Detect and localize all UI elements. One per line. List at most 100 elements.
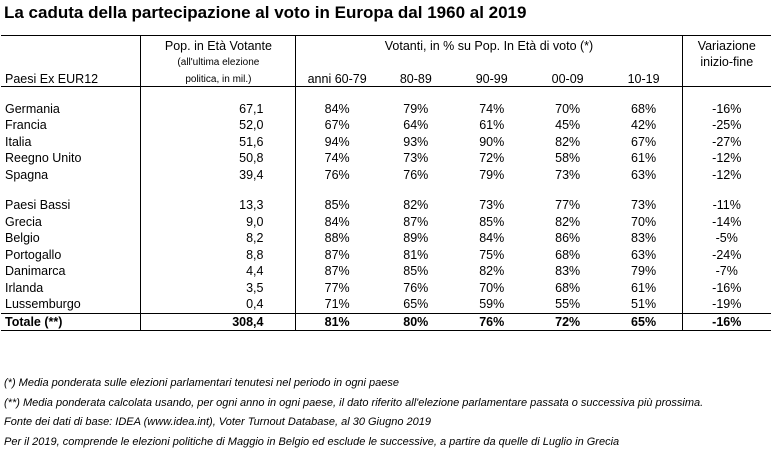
turnout-cell: 93%	[403, 134, 429, 149]
turnout-cell: 64%	[403, 118, 429, 133]
turnout-cell: 81%	[403, 247, 429, 262]
population-cell: 39,4	[140, 166, 297, 183]
country-cell: Totale (**)	[1, 313, 141, 331]
turnout-cell: 45%	[555, 118, 581, 133]
population-cell: 13,3	[140, 197, 297, 214]
country-cell: Paesi Bassi	[5, 198, 71, 213]
decade-header: 00-09	[529, 69, 606, 87]
turnout-cell: 82%	[555, 214, 581, 229]
turnout-cell: 51%	[605, 296, 683, 314]
table-row: Belgio 8,2 88% 89% 84% 86% 83% -5%	[1, 230, 771, 247]
table-row: Irlanda 3,5 77% 76% 70% 68% 61% -16%	[1, 279, 771, 296]
pop-header: Pop. in Età Votante	[140, 35, 297, 53]
turnout-cell: 77%	[555, 198, 581, 213]
turnout-cell: 74%	[479, 101, 505, 116]
country-cell: Grecia	[5, 214, 42, 229]
turnout-cell: 70%	[479, 280, 505, 295]
country-cell: Reegno Unito	[5, 151, 82, 166]
turnout-group-header: Votanti, in % su Pop. In Età di voto (*)	[295, 35, 683, 53]
footnote: (*) Media ponderata sulle elezioni parla…	[4, 377, 400, 389]
country-header: Paesi Ex EUR12	[1, 69, 141, 87]
population-cell: 67,1	[140, 100, 297, 117]
turnout-cell: 58%	[555, 151, 581, 166]
turnout-table: Pop. in Età Votante Votanti, in % su Pop…	[1, 35, 771, 331]
turnout-cell: 84%	[324, 214, 350, 229]
table-row: Reegno Unito 50,8 74% 73% 72% 58% 61% -12%	[1, 150, 771, 167]
turnout-cell: 90%	[479, 134, 505, 149]
country-cell: Italia	[5, 134, 32, 149]
turnout-cell: 89%	[403, 231, 429, 246]
turnout-cell: 82%	[555, 134, 581, 149]
table-row: Portogallo 8,8 87% 81% 75% 68% 63% -24%	[1, 246, 771, 263]
table-row: Italia 51,6 94% 93% 90% 82% 67% -27%	[1, 133, 771, 150]
variation-cell: -7%	[681, 263, 771, 280]
population-cell: 0,4	[140, 296, 297, 314]
population-cell: 3,5	[140, 279, 297, 296]
table-row: Danimarca 4,4 87% 85% 82% 83% 79% -7%	[1, 263, 771, 280]
turnout-cell: 76%	[403, 280, 429, 295]
table-row: Grecia 9,0 84% 87% 85% 82% 70% -14%	[1, 213, 771, 230]
turnout-cell: 73%	[403, 151, 429, 166]
population-cell: 52,0	[140, 117, 297, 134]
footnote: (**) Media ponderata calcolata usando, p…	[4, 396, 704, 409]
turnout-cell: 82%	[403, 198, 429, 213]
variation-cell: -27%	[681, 133, 771, 150]
variation-cell: -16%	[681, 279, 771, 296]
page-title: La caduta della partecipazione al voto i…	[4, 3, 527, 22]
turnout-cell: 86%	[555, 231, 581, 246]
turnout-cell: 72%	[529, 313, 606, 331]
country-cell: Belgio	[5, 231, 40, 246]
table-row: Francia 52,0 67% 64% 61% 45% 42% -25%	[1, 117, 771, 134]
turnout-cell: 65%	[605, 313, 683, 331]
population-cell: 50,8	[140, 150, 297, 167]
turnout-cell: 88%	[324, 231, 350, 246]
turnout-cell: 72%	[479, 151, 505, 166]
variation-cell: -14%	[681, 213, 771, 230]
turnout-cell: 87%	[403, 214, 429, 229]
turnout-cell: 73%	[555, 167, 581, 182]
country-cell: Spagna	[5, 167, 49, 182]
turnout-cell: 75%	[479, 247, 505, 262]
turnout-cell: 67%	[631, 134, 657, 149]
footnotes: (*) Media ponderata sulle elezioni parla…	[4, 374, 703, 452]
turnout-cell: 94%	[324, 134, 350, 149]
pop-subheader-2: politica, in mil.)	[140, 69, 297, 87]
turnout-cell: 73%	[479, 198, 505, 213]
turnout-cell: 79%	[403, 101, 429, 116]
turnout-cell: 63%	[631, 247, 657, 262]
turnout-cell: 80%	[377, 313, 454, 331]
decade-header: 90-99	[453, 69, 530, 87]
table-row: Germania 67,1 84% 79% 74% 70% 68% -16%	[1, 100, 771, 117]
turnout-cell: 84%	[324, 101, 350, 116]
turnout-cell: 77%	[324, 280, 350, 295]
variation-header-2: inizio-fine	[681, 52, 771, 69]
population-cell: 8,2	[140, 230, 297, 247]
population-cell: 9,0	[140, 213, 297, 230]
turnout-cell: 59%	[453, 296, 530, 314]
variation-cell: -5%	[681, 230, 771, 247]
turnout-cell: 79%	[631, 264, 657, 279]
population-cell: 51,6	[140, 133, 297, 150]
turnout-cell: 68%	[631, 101, 657, 116]
country-cell: Lussemburgo	[1, 296, 141, 314]
table-row: Totale (**) 308,4 81% 80% 76% 72% 65% -16%	[1, 313, 771, 331]
turnout-cell: 74%	[324, 151, 350, 166]
turnout-cell: 71%	[295, 296, 378, 314]
population-cell: 8,8	[140, 246, 297, 263]
decade-header: 80-89	[377, 69, 454, 87]
population-cell: 4,4	[140, 263, 297, 280]
table-row: Paesi Bassi 13,3 85% 82% 73% 77% 73% -11%	[1, 197, 771, 214]
decade-header: anni 60-79	[295, 69, 378, 87]
turnout-cell: 73%	[631, 198, 657, 213]
turnout-cell: 76%	[324, 167, 350, 182]
variation-cell: -24%	[681, 246, 771, 263]
turnout-cell: 76%	[453, 313, 530, 331]
country-cell: Portogallo	[5, 247, 62, 262]
turnout-cell: 85%	[479, 214, 505, 229]
turnout-cell: 63%	[631, 167, 657, 182]
turnout-cell: 83%	[631, 231, 657, 246]
turnout-cell: 42%	[631, 118, 657, 133]
turnout-cell: 84%	[479, 231, 505, 246]
turnout-cell: 87%	[324, 264, 350, 279]
variation-cell: -16%	[681, 313, 771, 331]
